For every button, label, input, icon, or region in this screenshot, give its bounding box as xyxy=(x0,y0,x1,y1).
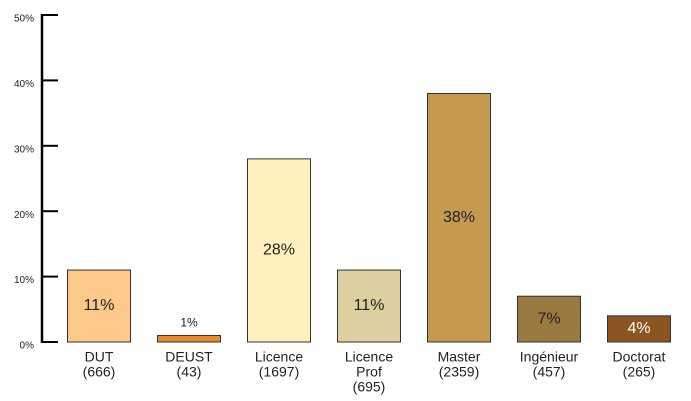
x-tick-label: Prof xyxy=(356,364,382,380)
y-tick-label: 40% xyxy=(14,79,34,90)
x-tick-label: (43) xyxy=(177,364,202,380)
x-tick-label: (457) xyxy=(533,364,566,380)
bar xyxy=(67,269,131,343)
x-tick-label: (2359) xyxy=(439,364,479,380)
value-label: 1% xyxy=(180,316,198,330)
value-label: 7% xyxy=(537,310,560,327)
bar xyxy=(337,269,401,343)
x-tick-label: Licence xyxy=(255,349,303,365)
value-label: 38% xyxy=(443,209,475,226)
x-tick-label: DUT xyxy=(85,349,114,365)
y-tick-label: 0% xyxy=(20,341,35,352)
bar xyxy=(427,92,491,343)
y-tick-label: 10% xyxy=(14,275,34,286)
x-tick-label: Licence xyxy=(345,349,393,365)
x-tick-label: (695) xyxy=(353,379,386,395)
bar xyxy=(607,315,671,343)
bar xyxy=(157,334,221,343)
value-label: 11% xyxy=(354,297,385,314)
y-tick-label: 50% xyxy=(14,14,34,25)
x-tick-label: (666) xyxy=(83,364,116,380)
bar xyxy=(517,295,581,343)
x-tick-label: (265) xyxy=(623,364,656,380)
y-tick-label: 30% xyxy=(14,144,34,155)
value-label: 11% xyxy=(84,297,115,314)
bar xyxy=(247,158,311,343)
value-label: 4% xyxy=(627,320,650,337)
x-tick-label: Doctorat xyxy=(613,349,666,365)
x-tick-label: DEUST xyxy=(165,349,213,365)
x-tick-label: (1697) xyxy=(259,364,299,380)
value-label: 28% xyxy=(263,242,295,259)
x-tick-label: Ingénieur xyxy=(520,349,579,365)
y-tick-label: 20% xyxy=(14,210,34,221)
x-tick-label: Master xyxy=(438,349,481,365)
